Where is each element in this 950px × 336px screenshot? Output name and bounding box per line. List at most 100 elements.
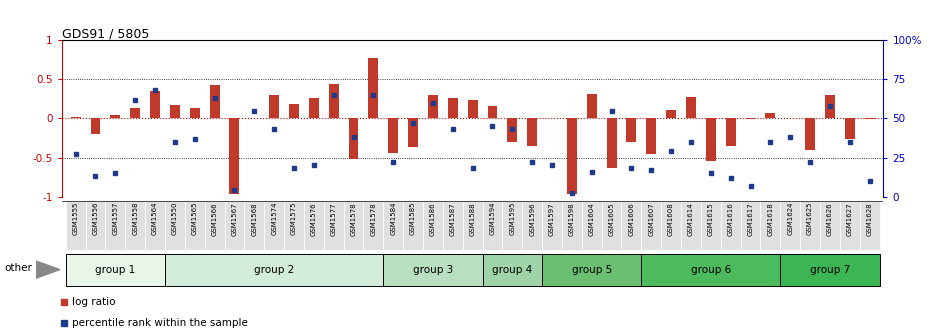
Text: group 7: group 7 [809, 265, 850, 275]
Text: GSM1617: GSM1617 [748, 202, 753, 236]
Text: GSM1624: GSM1624 [788, 202, 793, 236]
Text: group 3: group 3 [413, 265, 453, 275]
Bar [210, 85, 219, 119]
Text: GDS91 / 5805: GDS91 / 5805 [62, 27, 149, 40]
Bar [230, 119, 239, 194]
Text: GSM1585: GSM1585 [410, 202, 416, 236]
Bar [467, 100, 478, 119]
Bar [364, 201, 383, 250]
Bar [423, 201, 443, 250]
Text: group 5: group 5 [572, 265, 612, 275]
Bar [244, 201, 264, 250]
Text: GSM1555: GSM1555 [72, 202, 79, 235]
Text: group 4: group 4 [492, 265, 532, 275]
Text: GSM1607: GSM1607 [648, 202, 655, 236]
Bar [820, 201, 840, 250]
Bar [760, 201, 780, 250]
Bar [408, 119, 418, 146]
Text: GSM1626: GSM1626 [826, 202, 833, 236]
Bar [686, 96, 696, 119]
Bar [349, 119, 358, 159]
Text: GSM1575: GSM1575 [291, 202, 297, 236]
Text: GSM1564: GSM1564 [152, 202, 158, 236]
Text: group 2: group 2 [254, 265, 294, 275]
Bar [185, 201, 204, 250]
Bar [607, 119, 617, 168]
Bar [780, 201, 800, 250]
Bar [264, 201, 284, 250]
Bar [105, 201, 125, 250]
Text: GSM1608: GSM1608 [668, 202, 674, 236]
Bar [170, 105, 180, 119]
Text: GSM1574: GSM1574 [271, 202, 277, 236]
Bar [190, 108, 199, 119]
Bar [507, 119, 518, 142]
Bar [309, 98, 319, 119]
Text: GSM1594: GSM1594 [489, 202, 496, 236]
Bar [130, 108, 141, 119]
Bar [344, 201, 364, 250]
Bar [487, 106, 498, 119]
Bar [860, 201, 880, 250]
Bar [86, 201, 105, 250]
Text: GSM1597: GSM1597 [549, 202, 555, 236]
Bar [329, 84, 338, 119]
Bar [780, 254, 880, 286]
Bar [403, 201, 423, 250]
Text: GSM1557: GSM1557 [112, 202, 119, 236]
Text: GSM1604: GSM1604 [589, 202, 595, 236]
Bar [522, 201, 542, 250]
Bar [567, 119, 577, 194]
Bar [269, 95, 279, 119]
Text: GSM1627: GSM1627 [846, 202, 853, 236]
Bar [587, 94, 597, 119]
Bar [547, 118, 557, 119]
Bar [641, 201, 661, 250]
Bar [284, 201, 304, 250]
Text: percentile rank within the sample: percentile rank within the sample [72, 318, 248, 328]
Bar [581, 201, 601, 250]
Bar [681, 201, 701, 250]
Text: GSM1596: GSM1596 [529, 202, 535, 236]
Text: GSM1566: GSM1566 [212, 202, 218, 236]
Bar [150, 91, 160, 119]
Bar [66, 254, 165, 286]
Text: GSM1598: GSM1598 [569, 202, 575, 236]
Text: other: other [5, 263, 32, 273]
Bar [706, 119, 715, 161]
Bar [845, 119, 855, 139]
Text: GSM1576: GSM1576 [311, 202, 317, 236]
Text: GSM1578: GSM1578 [351, 202, 356, 236]
Bar [304, 201, 324, 250]
Bar [621, 201, 641, 250]
Bar [249, 118, 259, 119]
Bar [805, 119, 815, 150]
Bar [661, 201, 681, 250]
Bar [483, 254, 542, 286]
Polygon shape [36, 261, 60, 278]
Text: GSM1567: GSM1567 [232, 202, 238, 236]
Bar [701, 201, 721, 250]
Text: group 1: group 1 [95, 265, 136, 275]
Text: GSM1558: GSM1558 [132, 202, 138, 236]
Text: GSM1568: GSM1568 [252, 202, 257, 236]
Bar [483, 201, 503, 250]
Text: GSM1587: GSM1587 [449, 202, 456, 236]
Text: GSM1577: GSM1577 [331, 202, 336, 236]
Bar [428, 95, 438, 119]
Text: GSM1606: GSM1606 [628, 202, 635, 236]
Bar [786, 118, 795, 119]
Text: GSM1615: GSM1615 [708, 202, 713, 236]
Bar [641, 254, 780, 286]
Bar [289, 104, 299, 119]
Bar [369, 57, 378, 119]
Text: GSM1588: GSM1588 [469, 202, 476, 236]
Text: GSM1565: GSM1565 [192, 202, 198, 236]
Text: GSM1605: GSM1605 [609, 202, 615, 236]
Bar [741, 201, 760, 250]
Text: GSM1556: GSM1556 [92, 202, 99, 236]
Bar [125, 201, 145, 250]
Bar [447, 98, 458, 119]
Bar [389, 119, 398, 153]
Text: GSM1616: GSM1616 [728, 202, 733, 236]
